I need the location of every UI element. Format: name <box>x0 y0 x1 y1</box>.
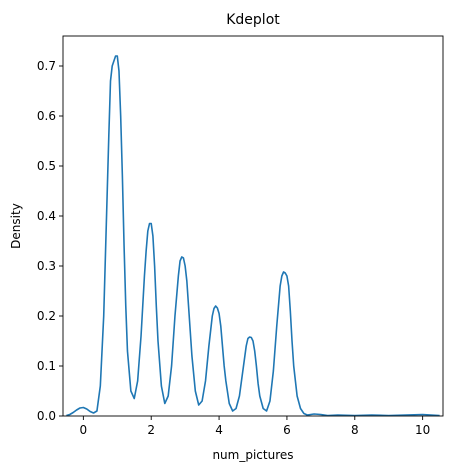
y-tick-label: 0.3 <box>37 259 56 273</box>
x-axis: 0 2 4 6 8 10 <box>80 416 430 437</box>
chart-title: Kdeplot <box>226 12 280 28</box>
x-tick-label: 0 <box>80 423 88 437</box>
y-tick-label: 0.4 <box>37 209 56 223</box>
plot-frame <box>62 35 444 417</box>
x-tick-label: 8 <box>351 423 359 437</box>
x-tick-label: 4 <box>215 423 223 437</box>
plot-area <box>62 35 444 417</box>
y-axis-label: Density <box>9 203 23 249</box>
x-tick-label: 10 <box>415 423 430 437</box>
x-axis-label: num_pictures <box>212 448 293 462</box>
x-tick-label: 6 <box>283 423 291 437</box>
y-tick-label: 0.1 <box>37 359 56 373</box>
y-tick-label: 0.7 <box>37 59 56 73</box>
y-tick-label: 0.5 <box>37 159 56 173</box>
y-tick-label: 0.6 <box>37 109 56 123</box>
density-line <box>66 55 440 417</box>
y-axis: 0.0 0.1 0.2 0.3 0.4 0.5 0.6 0.7 <box>37 59 63 423</box>
y-tick-label: 0.0 <box>37 409 56 423</box>
y-tick-label: 0.2 <box>37 309 56 323</box>
x-tick-label: 2 <box>147 423 155 437</box>
